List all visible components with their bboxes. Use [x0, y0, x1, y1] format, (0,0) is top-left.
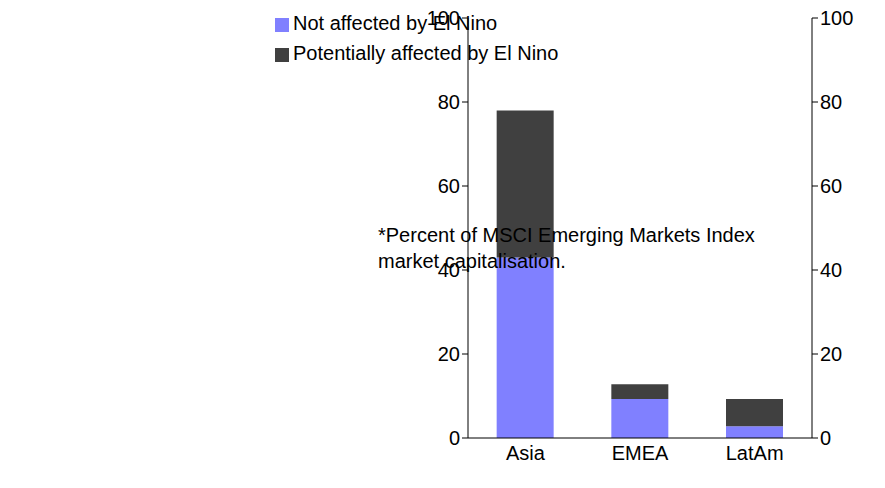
svg-text:EMEA: EMEA — [612, 442, 669, 464]
svg-text:100: 100 — [820, 7, 853, 29]
svg-text:60: 60 — [438, 175, 460, 197]
svg-text:0: 0 — [820, 427, 831, 449]
svg-text:LatAm: LatAm — [726, 442, 784, 464]
svg-text:20: 20 — [820, 343, 842, 365]
svg-text:0: 0 — [449, 427, 460, 449]
svg-text:100: 100 — [427, 7, 460, 29]
svg-text:60: 60 — [820, 175, 842, 197]
svg-text:40: 40 — [820, 259, 842, 281]
svg-text:80: 80 — [820, 91, 842, 113]
svg-text:20: 20 — [438, 343, 460, 365]
svg-text:Asia: Asia — [506, 442, 546, 464]
svg-text:80: 80 — [438, 91, 460, 113]
